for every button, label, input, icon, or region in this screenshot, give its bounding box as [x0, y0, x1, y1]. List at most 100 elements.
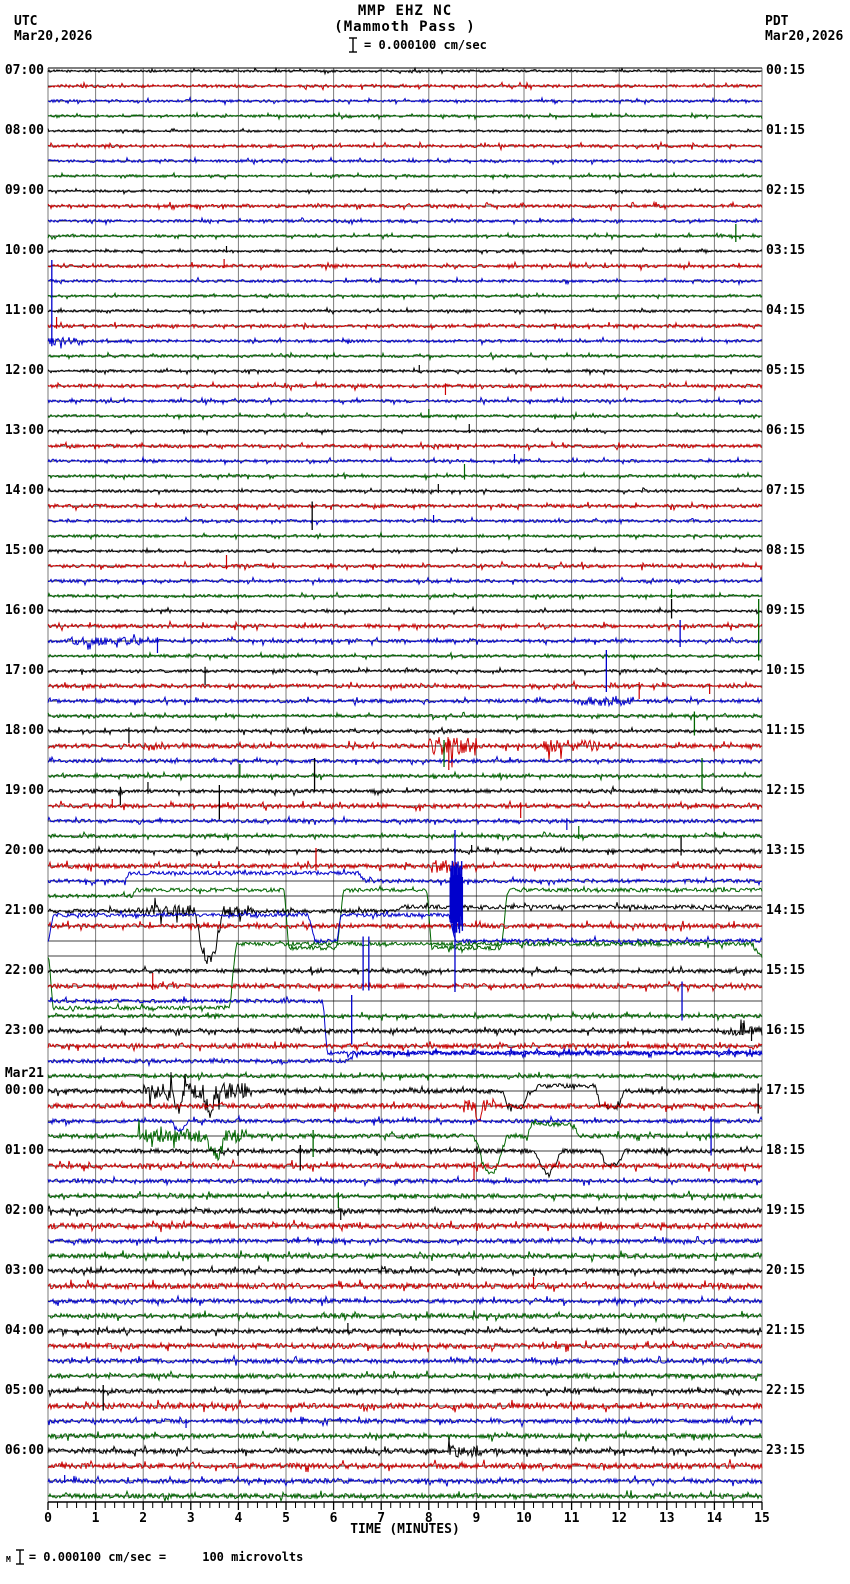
seismic-trace [47, 171, 763, 181]
seismic-trace [47, 897, 763, 965]
pdt-hour-label: 12:15 [766, 783, 806, 798]
seismic-trace [47, 1235, 763, 1247]
utc-hour-label: 20:00 [4, 843, 44, 858]
pdt-hour-label: 21:15 [766, 1323, 806, 1338]
pdt-hour-label: 18:15 [766, 1143, 806, 1158]
right-timezone: PDT [765, 14, 789, 29]
x-axis-title: TIME (MINUTES) [350, 1522, 460, 1537]
seismic-trace [47, 1114, 763, 1135]
utc-hour-label: 04:00 [4, 1323, 44, 1338]
seismic-trace [47, 1219, 763, 1233]
left-date: Mar20,2026 [14, 29, 93, 44]
utc-hour-label: 07:00 [4, 63, 44, 78]
utc-hour-label: 18:00 [4, 723, 44, 738]
utc-hour-label: 19:00 [4, 783, 44, 798]
utc-hour-label: 22:00 [4, 963, 44, 978]
seismic-trace [47, 95, 763, 107]
seismic-trace [47, 1264, 763, 1278]
seismic-trace [47, 1249, 763, 1264]
seismic-trace [47, 351, 763, 362]
utc-hour-label: 16:00 [4, 603, 44, 618]
axis-tick-label: 15 [754, 1511, 770, 1526]
seismic-trace [47, 1489, 763, 1503]
seismic-trace [47, 127, 763, 135]
seismic-trace [47, 291, 763, 301]
utc-hour-label: 14:00 [4, 483, 44, 498]
pdt-hour-label: 13:15 [766, 843, 806, 858]
pdt-hour-label: 23:15 [766, 1443, 806, 1458]
axis-tick-label: 14 [706, 1511, 723, 1526]
axis-tick-label: 0 [44, 1511, 52, 1526]
utc-hour-label: 17:00 [4, 663, 44, 678]
utc-hour-label: 06:00 [4, 1443, 44, 1458]
seismic-trace [47, 1010, 763, 1022]
left-timezone-block: UTC Mar20,2026 [14, 14, 92, 44]
seismic-trace [47, 187, 763, 196]
axis-tick-label: 7 [377, 1511, 386, 1526]
utc-hour-label: 23:00 [4, 1023, 44, 1038]
seismic-trace [47, 546, 763, 555]
footer-scale-note: M = 0.000100 cm/sec = 100 microvolts [6, 1548, 303, 1566]
seismic-trace [47, 1070, 763, 1082]
pdt-hour-label: 00:15 [766, 63, 806, 78]
pdt-hour-label: 14:15 [766, 903, 806, 918]
seismic-trace [47, 1072, 763, 1118]
seismic-trace [47, 1340, 763, 1354]
utc-hour-label: 12:00 [4, 363, 44, 378]
seismic-trace [47, 575, 763, 587]
seismic-trace [48, 1294, 763, 1308]
axis-tick-label: 3 [186, 1511, 195, 1526]
pdt-hour-label: 10:15 [766, 663, 806, 678]
seismic-trace [47, 860, 763, 874]
utc-hour-label: 02:00 [4, 1203, 44, 1218]
seismic-trace [47, 500, 763, 512]
seismic-trace [47, 1325, 763, 1338]
seismic-trace [47, 320, 763, 331]
seismic-trace [47, 605, 763, 616]
seismic-trace [47, 1279, 763, 1292]
axis-tick-label: 4 [234, 1511, 243, 1526]
seismic-trace [47, 231, 762, 241]
seismic-trace [47, 1399, 763, 1413]
station-title: MMP EHZ NC [357, 3, 453, 19]
axis-tick-label: 8 [424, 1511, 433, 1526]
seismic-trace [47, 140, 763, 152]
axis-tick-label: 11 [563, 1511, 580, 1526]
right-timezone-block: PDT Mar20,2026 [765, 14, 843, 44]
axis-tick-label: 10 [516, 1511, 532, 1526]
seismic-trace [47, 1158, 763, 1172]
axis-tick-label: 1 [91, 1511, 100, 1526]
seismic-trace [47, 200, 763, 212]
seismic-trace [47, 884, 763, 955]
pdt-hour-label: 08:15 [766, 543, 806, 558]
scale-bar-icon [349, 37, 357, 53]
seismic-trace [47, 275, 763, 287]
axis-tick-label: 12 [611, 1511, 628, 1526]
pdt-hour-label: 19:15 [766, 1203, 806, 1218]
seismic-trace [47, 868, 763, 887]
seismic-trace [47, 516, 763, 526]
pdt-hour-label: 17:15 [766, 1083, 806, 1098]
seismic-trace [47, 1118, 763, 1175]
footer-label: = 0.000100 cm/sec = 100 microvolts [28, 1550, 304, 1564]
pdt-hour-label: 06:15 [766, 423, 806, 438]
seismic-trace [47, 395, 763, 407]
seismic-trace [47, 246, 763, 256]
seismic-trace [47, 379, 763, 393]
pdt-hour-label: 05:15 [766, 363, 806, 378]
utc-hour-label: 09:00 [4, 183, 44, 198]
seismic-trace [47, 799, 763, 813]
seismic-trace [47, 1414, 763, 1429]
seismic-trace [47, 66, 763, 76]
seismic-trace [47, 591, 763, 601]
seismic-trace [47, 155, 763, 166]
seismic-trace [47, 770, 763, 782]
axis-tick-label: 13 [658, 1511, 675, 1526]
seismic-trace [47, 1190, 763, 1203]
footer-prefix: M [6, 1555, 11, 1564]
utc-hour-label: 13:00 [4, 423, 44, 438]
seismic-trace [47, 784, 763, 798]
seismic-trace [47, 1354, 763, 1367]
seismic-trace [47, 1310, 763, 1324]
